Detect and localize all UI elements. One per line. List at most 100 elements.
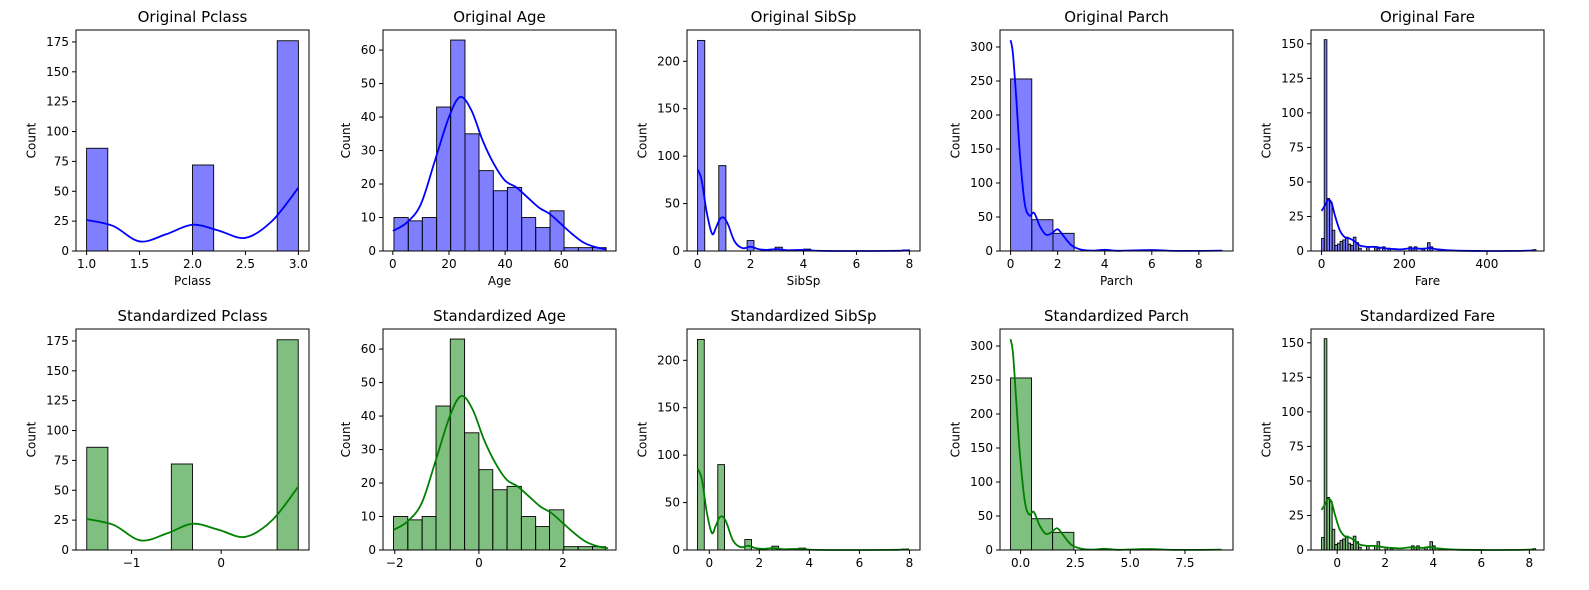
x-tick-label: 2.5	[1066, 556, 1085, 570]
histogram-bar	[407, 220, 423, 252]
histogram-bar	[506, 186, 523, 252]
y-tick-label: 0	[985, 543, 993, 557]
histogram-bar	[577, 247, 593, 252]
x-tick-label: 1.0	[77, 257, 96, 271]
histogram-bar	[86, 446, 109, 551]
chart-title: Standardized Pclass	[117, 307, 267, 325]
y-tick-label: 150	[46, 364, 69, 378]
histogram-bar	[464, 432, 480, 551]
histogram-bar	[464, 133, 480, 252]
y-tick-label: 0	[61, 244, 69, 258]
y-tick-label: 50	[978, 210, 993, 224]
y-tick-label: 0	[1296, 244, 1304, 258]
x-tick-label: 60	[554, 257, 569, 271]
histogram-bar	[506, 485, 522, 551]
y-tick-label: 75	[1289, 140, 1304, 154]
histogram-bar	[449, 338, 466, 551]
y-tick-label: 300	[970, 40, 993, 54]
x-tick-label: 8	[1195, 257, 1203, 271]
y-tick-label: 40	[361, 409, 376, 423]
chart-title: Standardized Fare	[1360, 307, 1495, 325]
chart-title: Standardized SibSp	[730, 307, 876, 325]
x-axis-label: Pclass	[174, 274, 211, 288]
x-tick-label: 400	[1476, 257, 1499, 271]
y-tick-label: 100	[970, 475, 993, 489]
histogram-bar	[276, 40, 299, 252]
x-tick-label: 0	[475, 556, 483, 570]
chart-title: Original Pclass	[138, 8, 248, 26]
kde-line	[86, 486, 299, 542]
x-tick-label: 20	[441, 257, 456, 271]
histogram-panel: 0 2 4 6 8 0 50 100 150 200 Standardized SibSp Count	[636, 307, 921, 570]
histogram-bar	[192, 164, 215, 252]
histogram-bar	[520, 516, 537, 551]
y-tick-label: 50	[54, 184, 69, 198]
y-axis-label: Count	[636, 122, 650, 158]
y-tick-label: 0	[1296, 543, 1304, 557]
y-tick-label: 125	[1281, 71, 1304, 85]
histogram-bar	[421, 217, 438, 252]
x-tick-label: 4	[806, 556, 814, 570]
axes-frame	[686, 328, 921, 551]
y-tick-label: 50	[1289, 175, 1304, 189]
y-axis-label: Count	[636, 421, 650, 457]
y-tick-label: 175	[46, 35, 69, 49]
y-tick-label: 0	[985, 244, 993, 258]
histogram-bar	[450, 39, 466, 252]
histogram-bar	[521, 217, 537, 252]
y-tick-label: 200	[657, 54, 680, 68]
x-tick-label: 7.5	[1175, 556, 1194, 570]
x-tick-label: 2.5	[236, 257, 255, 271]
histogram-panel: 1.0 1.5 2.0 2.5 3.0 0 25 50 75 100 125 150 175 Origin…	[25, 8, 310, 288]
x-tick-label: 6	[1148, 257, 1156, 271]
x-tick-label: 0	[217, 556, 225, 570]
y-tick-label: 30	[361, 144, 376, 158]
x-tick-label: 3.0	[289, 257, 308, 271]
y-tick-label: 20	[361, 476, 376, 490]
y-tick-label: 10	[361, 211, 376, 225]
chart-title: Standardized Age	[433, 307, 566, 325]
y-tick-label: 125	[1281, 370, 1304, 384]
y-tick-label: 150	[46, 65, 69, 79]
histogram-panel: 0 2 4 6 8 0 50 100 150 200 Original SibSp SibSp Coun…	[636, 8, 921, 288]
histogram-panel: 0 20 40 60 0 10 20 30 40 50 60 Original Age Age Count	[339, 8, 617, 288]
x-tick-label: 2.0	[183, 257, 202, 271]
y-tick-label: 150	[970, 441, 993, 455]
x-tick-label: 0	[1318, 257, 1326, 271]
y-tick-label: 200	[970, 108, 993, 122]
histogram-bar	[436, 106, 452, 252]
chart-title: Original Age	[453, 8, 545, 26]
y-tick-label: 0	[672, 543, 680, 557]
y-tick-label: 25	[54, 214, 69, 228]
y-tick-label: 0	[368, 543, 376, 557]
x-axis-label: SibSp	[787, 274, 821, 288]
x-tick-label: 2	[756, 556, 764, 570]
y-tick-label: 100	[46, 424, 69, 438]
plot-area	[1311, 30, 1544, 251]
y-tick-label: 150	[1281, 336, 1304, 350]
x-tick-label: 6	[1477, 556, 1485, 570]
x-axis-label: Age	[488, 274, 511, 288]
kde-line	[86, 187, 300, 243]
x-tick-label: 0	[389, 257, 397, 271]
plot-area	[1000, 30, 1233, 251]
y-tick-label: 75	[54, 154, 69, 168]
histogram-bar	[478, 170, 494, 252]
y-tick-label: 50	[1289, 474, 1304, 488]
x-tick-label: 4	[1429, 556, 1437, 570]
chart-title: Original Fare	[1380, 8, 1475, 26]
y-tick-label: 100	[1281, 405, 1304, 419]
x-tick-label: 1.5	[130, 257, 149, 271]
histogram-bar	[577, 546, 593, 551]
histogram-panel: 0.0 2.5 5.0 7.5 0 50 100 150 200 250 300 Standardiz…	[949, 307, 1234, 570]
y-tick-label: 200	[657, 353, 680, 367]
y-tick-label: 0	[61, 543, 69, 557]
x-tick-label: 2	[1381, 556, 1389, 570]
x-tick-label: 0	[705, 556, 713, 570]
x-tick-label: 8	[906, 257, 914, 271]
histogram-bar	[1031, 219, 1054, 252]
x-tick-label: 40	[497, 257, 512, 271]
histogram-bar	[407, 519, 423, 551]
histogram-bar	[86, 147, 109, 252]
histogram-bar	[492, 489, 508, 551]
